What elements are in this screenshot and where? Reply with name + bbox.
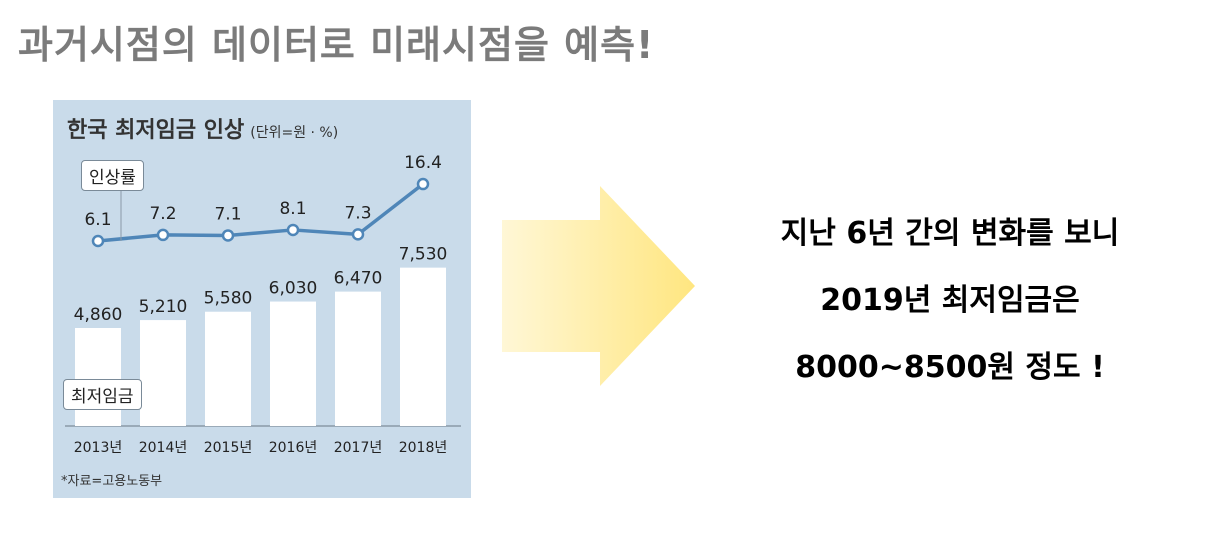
chart-title-text: 한국 최저임금 인상 <box>67 118 244 143</box>
rate-point <box>418 179 428 189</box>
bar-value-label: 4,860 <box>74 305 123 325</box>
right-arrow-icon <box>502 186 697 386</box>
chart-title: 한국 최저임금 인상 (단위=원 · %) <box>67 112 338 144</box>
conclusion-line-2: 2019년 최저임금은 <box>700 267 1200 334</box>
rate-value-label: 8.1 <box>279 199 306 219</box>
bar-series-label: 최저임금 <box>63 379 142 410</box>
rate-value-label: 7.3 <box>344 203 371 223</box>
bar-2014년 <box>140 320 186 426</box>
rate-point <box>288 225 298 235</box>
bar-2015년 <box>205 312 251 426</box>
bar-2018년 <box>400 268 446 426</box>
page-headline: 과거시점의 데이터로 미래시점을 예측! <box>18 14 654 69</box>
bar-2016년 <box>270 302 316 426</box>
line-series-label: 인상률 <box>81 160 144 191</box>
x-tick-label: 2017년 <box>334 440 383 456</box>
rate-value-label: 7.2 <box>149 204 176 224</box>
conclusion-line-1: 지난 6년 간의 변화를 보니 <box>700 200 1200 267</box>
x-tick-label: 2014년 <box>139 440 188 456</box>
x-tick-label: 2015년 <box>204 440 253 456</box>
bar-value-label: 7,530 <box>399 245 448 265</box>
bar-2013년 <box>75 328 121 426</box>
rate-point <box>223 230 233 240</box>
rate-point <box>158 230 168 240</box>
x-tick-label: 2013년 <box>74 440 123 456</box>
bar-2017년 <box>335 292 381 426</box>
rate-value-label: 6.1 <box>84 210 111 230</box>
rate-point <box>353 229 363 239</box>
chart-source: *자료=고용노동부 <box>61 470 162 489</box>
bar-value-label: 5,580 <box>204 289 253 309</box>
bar-value-label: 6,030 <box>269 279 318 299</box>
conclusion-text: 지난 6년 간의 변화를 보니 2019년 최저임금은 8000~8500원 정… <box>700 200 1200 401</box>
x-tick-label: 2016년 <box>269 440 318 456</box>
conclusion-line-3: 8000~8500원 정도 ! <box>700 334 1200 401</box>
rate-value-label: 7.1 <box>214 204 241 224</box>
minimum-wage-chart: 4,860 2013년 5,210 2014년 5,580 2015년 6,030 2016년… <box>53 100 471 498</box>
x-tick-label: 2018년 <box>399 440 448 456</box>
bar-value-label: 5,210 <box>139 297 188 317</box>
rate-point <box>93 236 103 246</box>
rate-line <box>98 184 423 241</box>
bar-value-label: 6,470 <box>334 269 383 289</box>
rate-value-label: 16.4 <box>404 153 442 173</box>
chart-unit-note: (단위=원 · %) <box>250 125 338 141</box>
